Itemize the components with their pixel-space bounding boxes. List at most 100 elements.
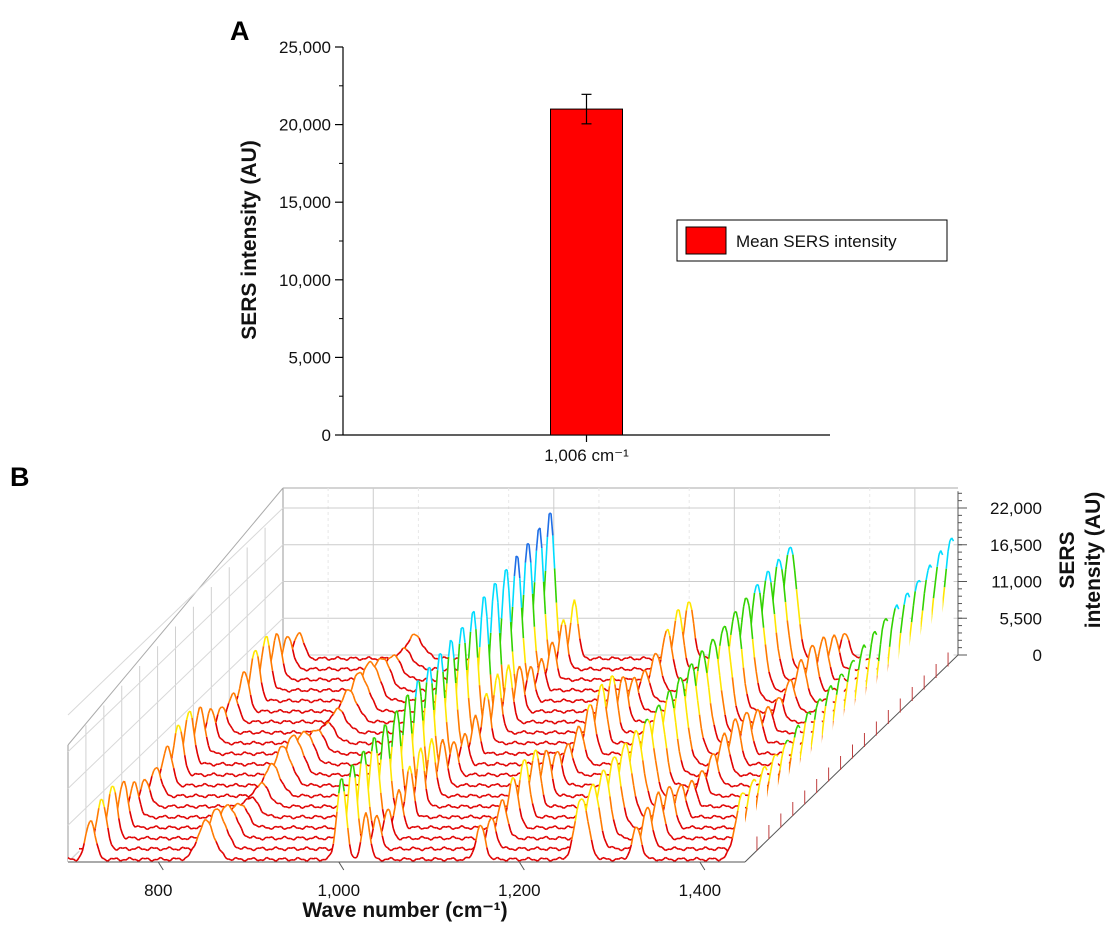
- spectrum-segment: [751, 763, 754, 766]
- spectrum-segment: [399, 721, 403, 724]
- spectrum-segment: [335, 784, 339, 788]
- spectrum-segment: [681, 631, 686, 646]
- spectrum-segment: [474, 772, 478, 776]
- spectrum-segment: [775, 558, 780, 568]
- spectrum-segment: [265, 753, 269, 756]
- spectrum-segment: [249, 752, 253, 755]
- spectrum-segment: [586, 657, 590, 661]
- spectrum-segment: [409, 653, 413, 659]
- spectrum-segment: [609, 668, 613, 672]
- spectrum-segment: [671, 634, 675, 647]
- spectrum-segment: [341, 774, 344, 778]
- spectrum-segment: [391, 698, 394, 701]
- spectrum-segment: [233, 741, 236, 744]
- spectrum-segment: [355, 656, 359, 660]
- spectrum-segment: [348, 656, 352, 660]
- spectrum-segment: [414, 678, 418, 681]
- spectrum-segment: [313, 710, 316, 714]
- spectrum-segment: [589, 666, 593, 670]
- spectrum-segment: [272, 699, 275, 702]
- spectrum-segment: [501, 784, 505, 788]
- spectrum-segment: [631, 667, 635, 671]
- spectrum-segment: [777, 558, 781, 562]
- spectrum-segment: [588, 688, 591, 691]
- spectrum-segment: [829, 637, 834, 647]
- spectrum-segment: [209, 773, 213, 776]
- spectrum-segment: [835, 638, 839, 646]
- spectrum-segment: [310, 667, 313, 670]
- spectrum-segment: [568, 783, 572, 786]
- spectrum-segment: [592, 657, 595, 660]
- spectrum-segment: [583, 773, 586, 777]
- spectrum-segment: [443, 668, 447, 672]
- spectrum-segment: [326, 658, 330, 661]
- spectrum-segment: [791, 719, 795, 722]
- spectrum-segment: [595, 689, 598, 693]
- spectrum-segment: [304, 646, 308, 652]
- spectrum-segment: [529, 732, 533, 735]
- spectrum-segment: [271, 752, 274, 756]
- spectrum-segment: [505, 764, 509, 767]
- spectrum-segment: [349, 689, 352, 693]
- spectrum-segment: [506, 742, 509, 746]
- spectrum-segment: [391, 710, 394, 713]
- spectrum-segment: [429, 652, 433, 656]
- spectrum-segment: [548, 711, 551, 714]
- spectrum-segment: [299, 632, 303, 638]
- spectrum-segment: [833, 634, 837, 639]
- spectrum-segment: [398, 650, 402, 654]
- spectrum: [243, 555, 922, 693]
- spectrum-segment: [528, 544, 532, 563]
- spectrum-segment: [307, 721, 311, 724]
- spectrum-segment: [279, 701, 282, 704]
- spectrum-segment: [414, 661, 418, 665]
- spectrum-segment: [555, 700, 558, 703]
- spectrum-segment: [597, 669, 600, 672]
- spectrum-segment: [654, 652, 658, 656]
- spectrum-segment: [786, 547, 791, 556]
- spectrum-segment: [351, 668, 355, 671]
- spectrum-segment: [605, 753, 608, 756]
- spectrum-segment: [242, 730, 246, 733]
- spectrum-segment: [542, 741, 545, 744]
- spectrum-segment: [275, 686, 279, 690]
- spectrum-segment: [319, 669, 322, 672]
- spectrum-segment: [308, 667, 312, 671]
- spectrum-segment: [324, 709, 327, 712]
- spectrum-segment: [378, 709, 381, 712]
- spectrum-segment: [396, 657, 400, 662]
- spectrum-segment: [639, 667, 642, 670]
- spectrum-segment: [853, 654, 857, 658]
- spectrum-segment: [290, 677, 293, 681]
- spectrum-segment: [304, 721, 307, 724]
- spectrum-segment: [312, 657, 316, 661]
- spectrum-segment: [563, 741, 567, 745]
- spectrum-segment: [614, 742, 618, 745]
- spectrum-segment: [613, 657, 617, 660]
- spectrum-segment: [484, 752, 487, 755]
- spectrum-segment: [308, 678, 312, 682]
- spectrum-segment: [580, 677, 584, 680]
- spectrum-segment: [588, 666, 591, 669]
- spectrum-segment: [314, 658, 317, 662]
- spectrum-segment: [544, 614, 548, 640]
- spectrum-segment: [480, 762, 483, 765]
- spectrum-segment: [580, 648, 585, 656]
- spectrum-segment: [258, 742, 262, 745]
- spectrum-segment: [394, 654, 398, 659]
- spectrum: [253, 542, 933, 683]
- spectrum-segment: [415, 634, 418, 637]
- spectrum-segment: [740, 774, 743, 778]
- spectrum-segment: [502, 763, 505, 766]
- spectrum-segment: [298, 731, 302, 735]
- spectrum-segment: [569, 661, 574, 666]
- spectrum-segment: [423, 677, 427, 681]
- spectrum-segment: [635, 667, 638, 670]
- spectrum-segment: [580, 690, 584, 693]
- spectrum-segment: [947, 540, 951, 552]
- spectrum-segment: [240, 762, 243, 766]
- spectrum-segment: [315, 657, 319, 661]
- spectrum-segment: [569, 709, 573, 712]
- spectrum-segment: [283, 740, 287, 743]
- spectrum-segment: [330, 667, 333, 671]
